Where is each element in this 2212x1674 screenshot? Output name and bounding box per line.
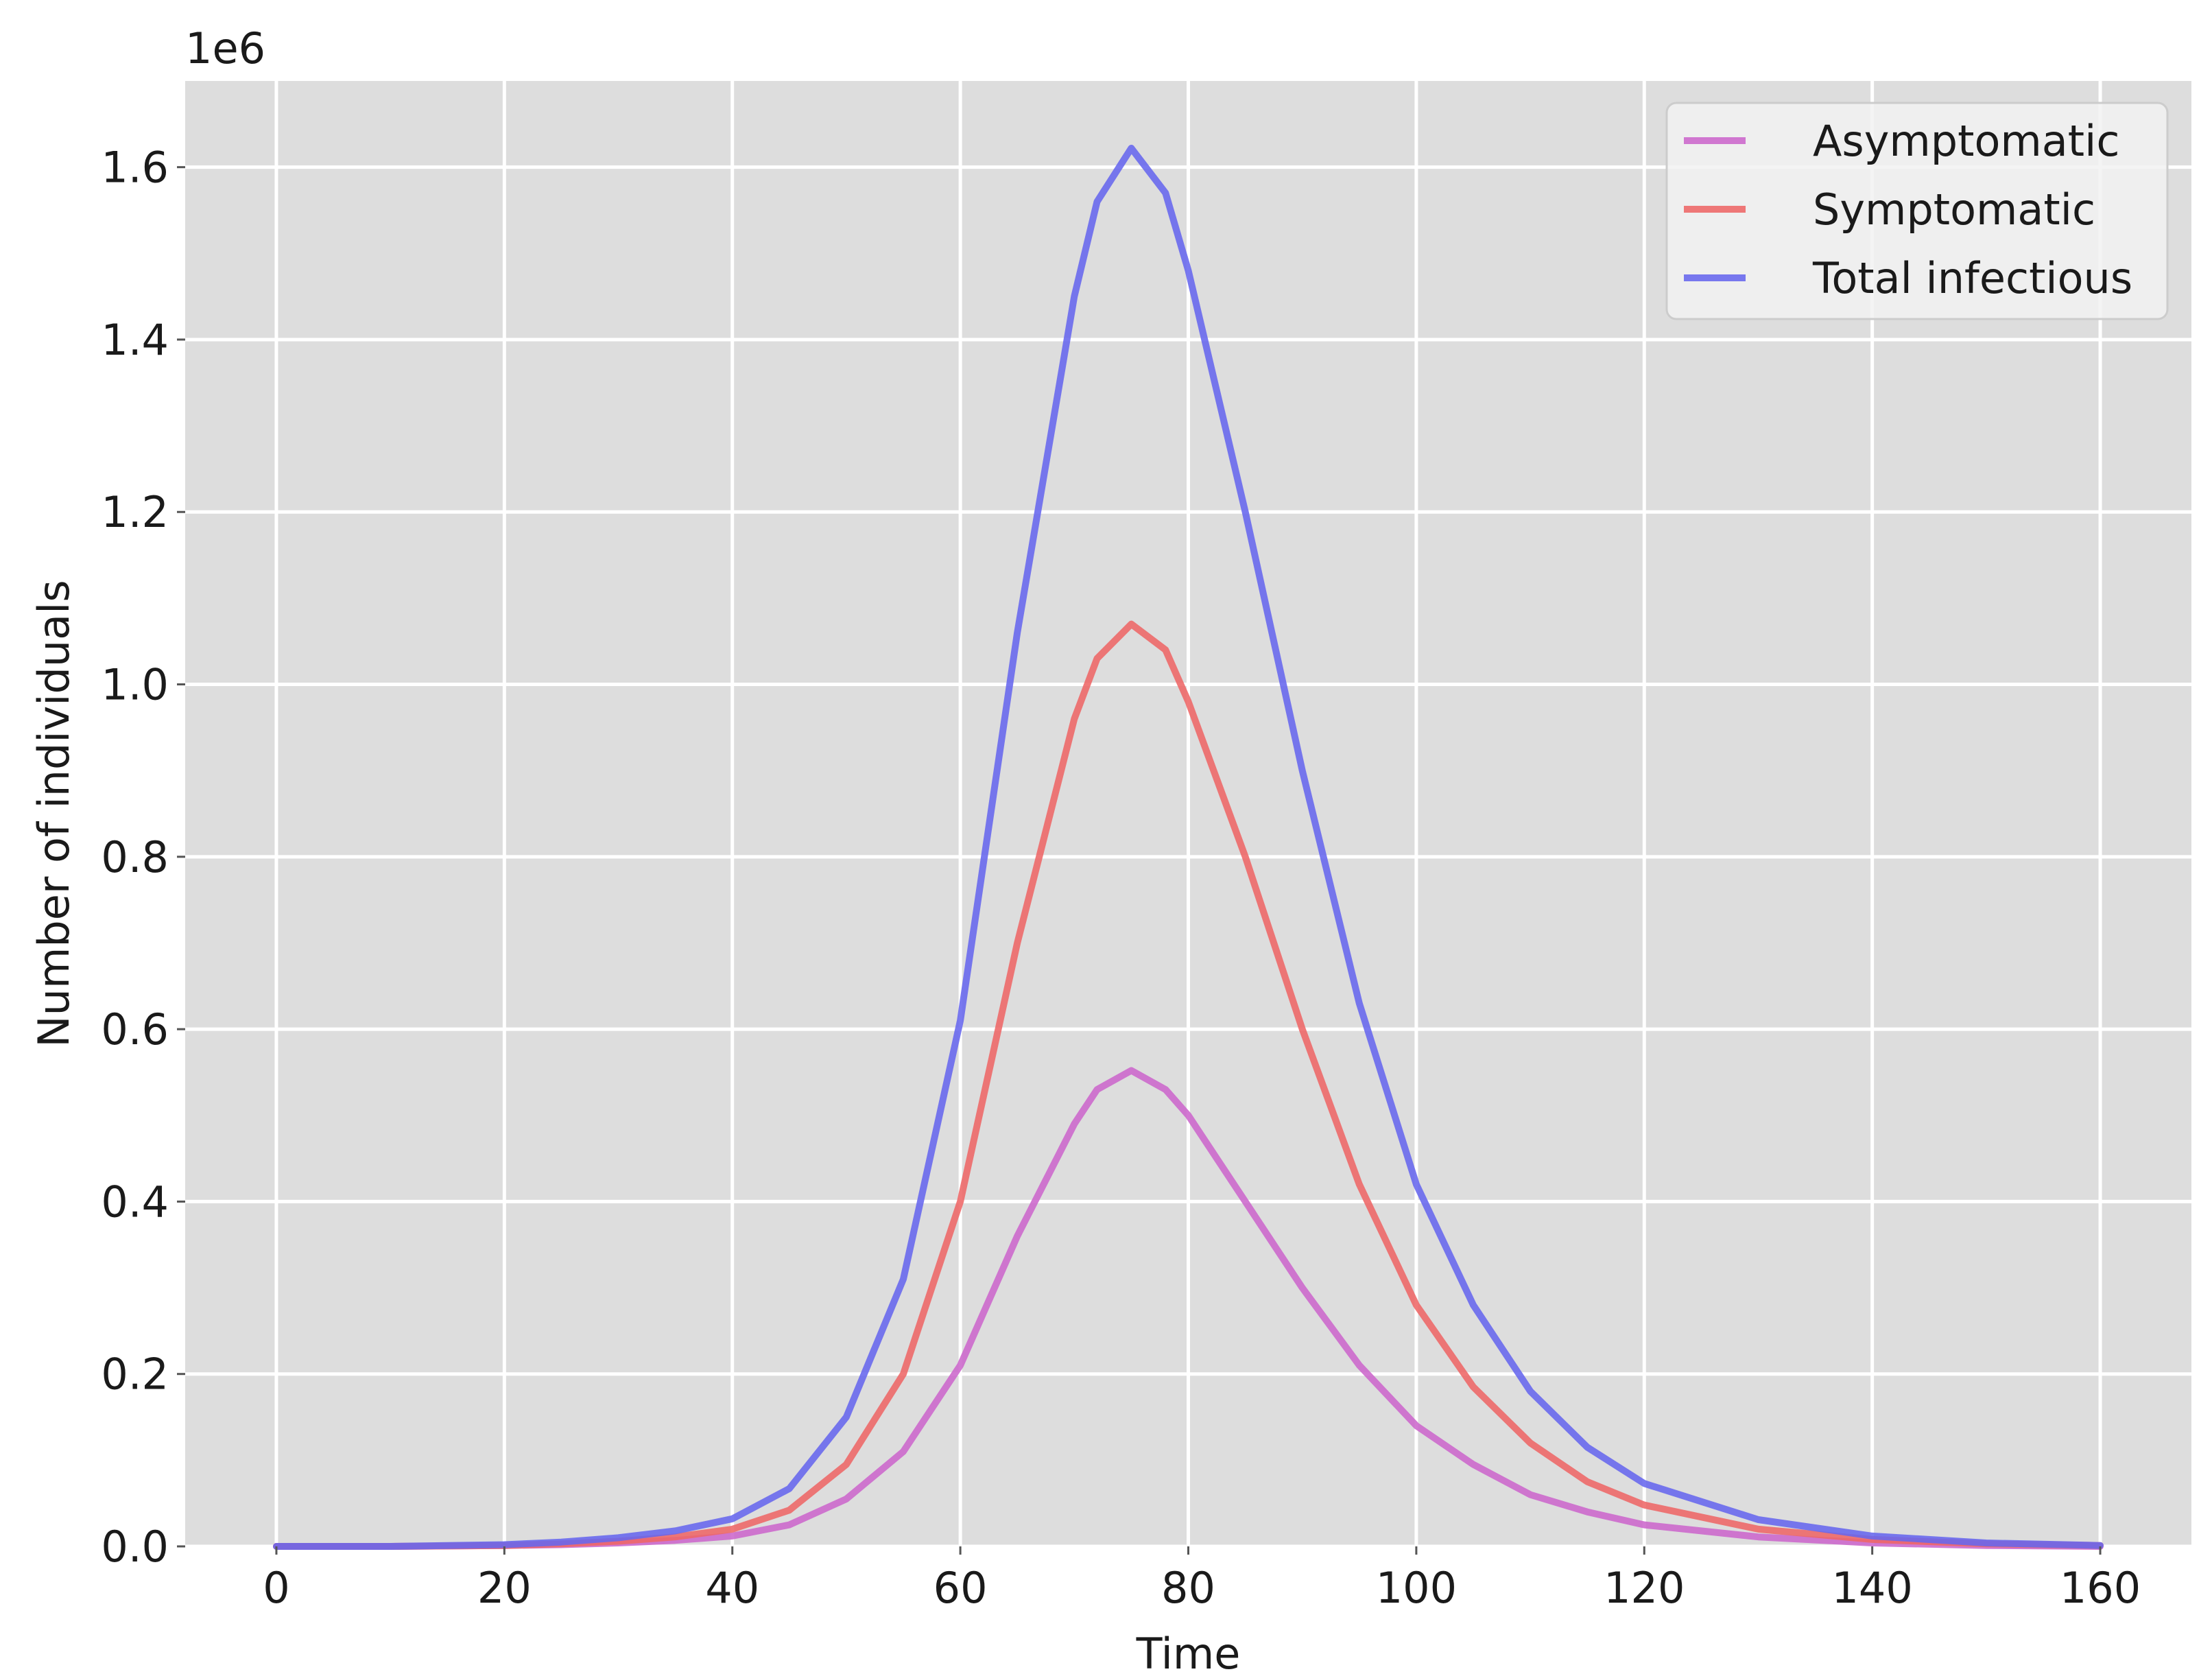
legend: Asymptomatic Symptomatic Total infectious xyxy=(1665,102,2169,320)
x-tick-label: 140 xyxy=(1831,1563,1912,1613)
series-line-symptomatic xyxy=(273,620,2104,1550)
y-tick-label: 0.4 xyxy=(101,1177,169,1227)
x-tick-label: 120 xyxy=(1604,1563,1685,1613)
y-tick-label: 1.2 xyxy=(101,487,169,537)
x-tick-label: 20 xyxy=(477,1563,532,1613)
legend-label: Symptomatic xyxy=(1813,185,2095,235)
x-tick-label: 0 xyxy=(263,1563,289,1613)
y-tick-label: 0.0 xyxy=(101,1522,169,1572)
y-axis-label: Number of individuals xyxy=(29,580,79,1047)
x-tick-label: 60 xyxy=(933,1563,988,1613)
y-tick-label: 1.4 xyxy=(101,315,169,365)
legend-box xyxy=(1665,102,2169,320)
y-axis-ticks: 0.0 0.2 0.4 0.6 0.8 1.0 1.2 1.4 1.6 xyxy=(101,143,185,1572)
y-tick-label: 1.0 xyxy=(101,660,169,710)
y-tick-label: 0.2 xyxy=(101,1349,169,1400)
legend-items: Asymptomatic Symptomatic Total infectious xyxy=(1684,116,2132,303)
x-tick-label: 80 xyxy=(1161,1563,1215,1613)
y-tick-label: 0.8 xyxy=(101,832,169,882)
x-tick-label: 40 xyxy=(705,1563,759,1613)
y-tick-label: 0.6 xyxy=(101,1004,169,1054)
x-tick-label: 160 xyxy=(2060,1563,2141,1613)
x-axis-label: Time xyxy=(1136,1629,1241,1674)
x-axis-ticks: 0 20 40 60 80 100 120 140 160 xyxy=(263,1546,2141,1613)
series-lines xyxy=(273,145,2104,1550)
y-tick-label: 1.6 xyxy=(101,143,169,193)
x-tick-label: 100 xyxy=(1376,1563,1457,1613)
legend-label: Total infectious xyxy=(1812,253,2132,303)
series-line-total-infectious xyxy=(273,145,2104,1550)
y-axis-offset-label: 1e6 xyxy=(185,23,265,73)
legend-label: Asymptomatic xyxy=(1813,116,2119,166)
